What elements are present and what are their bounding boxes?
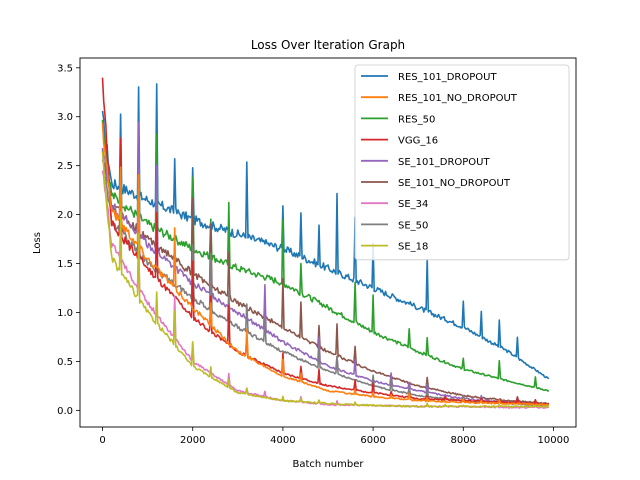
- chart-title: Loss Over Iteration Graph: [251, 38, 405, 52]
- series-line: [101, 83, 550, 380]
- x-axis-title: Batch number: [293, 459, 365, 470]
- legend-label: SE_101_DROPOUT: [398, 157, 490, 168]
- y-tick-label: 1.5: [57, 259, 73, 270]
- legend-label: RES_50: [398, 114, 435, 125]
- series-line: [101, 159, 550, 405]
- legend-label: RES_101_DROPOUT: [398, 72, 497, 83]
- legend-label: SE_18: [398, 242, 428, 253]
- legend-label: VGG_16: [398, 136, 438, 147]
- series-line: [101, 77, 550, 406]
- y-tick-label: 3.0: [57, 112, 73, 123]
- legend-label: RES_101_NO_DROPOUT: [398, 93, 518, 104]
- y-tick-label: 2.0: [57, 210, 73, 221]
- x-tick-label: 10000: [538, 435, 570, 446]
- series-line: [101, 119, 550, 392]
- series-line: [101, 122, 550, 406]
- series-line: [101, 149, 550, 407]
- series-line: [101, 151, 550, 409]
- legend-box: [354, 64, 570, 261]
- legend-label: SE_34: [398, 199, 428, 210]
- y-tick-label: 1.0: [57, 308, 73, 319]
- legend-label: SE_50: [398, 220, 428, 231]
- x-tick-label: 0: [99, 435, 105, 446]
- x-tick-label: 4000: [270, 435, 295, 446]
- legend: RES_101_DROPOUT RES_101_NO_DROPOUT RES_50 V…: [354, 64, 570, 261]
- y-axis-title: Loss: [32, 232, 43, 254]
- x-tick-label: 6000: [360, 435, 385, 446]
- y-tick-label: 0.0: [57, 406, 73, 417]
- y-tick-label: 3.5: [57, 63, 73, 74]
- x-tick-label: 8000: [451, 435, 476, 446]
- legend-label: SE_101_NO_DROPOUT: [398, 178, 511, 189]
- y-tick-label: 2.5: [57, 161, 73, 172]
- x-tick-label: 2000: [180, 435, 205, 446]
- y-tick-label: 0.5: [57, 357, 73, 368]
- plot-frame: [79, 57, 577, 428]
